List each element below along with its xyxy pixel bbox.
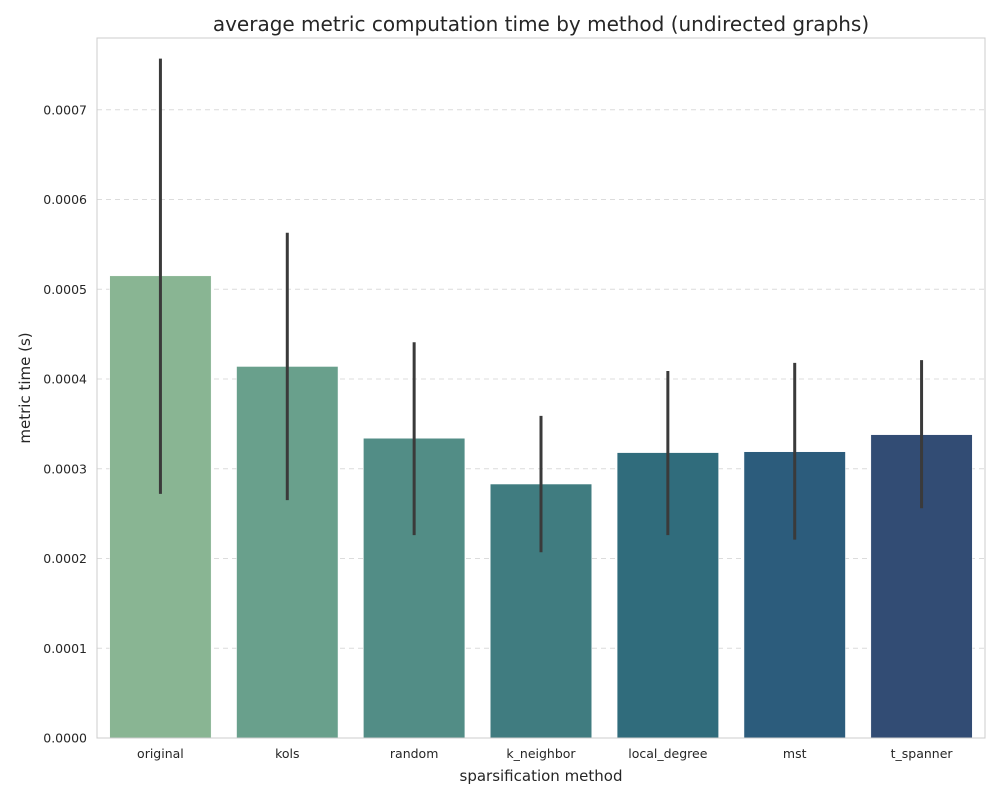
x-tick-label: local_degree	[628, 746, 707, 761]
y-tick-label: 0.0007	[43, 102, 87, 117]
y-axis-label: metric time (s)	[16, 332, 34, 443]
y-tick-label: 0.0000	[43, 731, 87, 746]
x-tick-label: random	[390, 746, 438, 761]
x-tick-labels: original kols random k_neighbor local_degree…	[137, 746, 953, 761]
y-tick-label: 0.0005	[43, 282, 87, 297]
x-tick-label: original	[137, 746, 184, 761]
error-bars	[158, 58, 924, 553]
y-tick-label: 0.0002	[43, 551, 87, 566]
x-tick-label: k_neighbor	[506, 746, 576, 761]
x-axis-label: sparsification method	[460, 767, 623, 785]
y-tick-label: 0.0001	[43, 641, 87, 656]
chart-title: average metric computation time by metho…	[213, 12, 869, 36]
y-tick-labels: 0.0000 0.0001 0.0002 0.0003 0.0004 0.0005 0.00…	[43, 102, 87, 745]
y-tick-label: 0.0004	[43, 372, 87, 387]
x-tick-label: kols	[275, 746, 299, 761]
plot-frame	[96, 37, 986, 739]
x-tick-label: mst	[783, 746, 807, 761]
x-tick-label: t_spanner	[891, 746, 954, 761]
y-tick-label: 0.0003	[43, 461, 87, 476]
y-tick-label: 0.0006	[43, 192, 87, 207]
